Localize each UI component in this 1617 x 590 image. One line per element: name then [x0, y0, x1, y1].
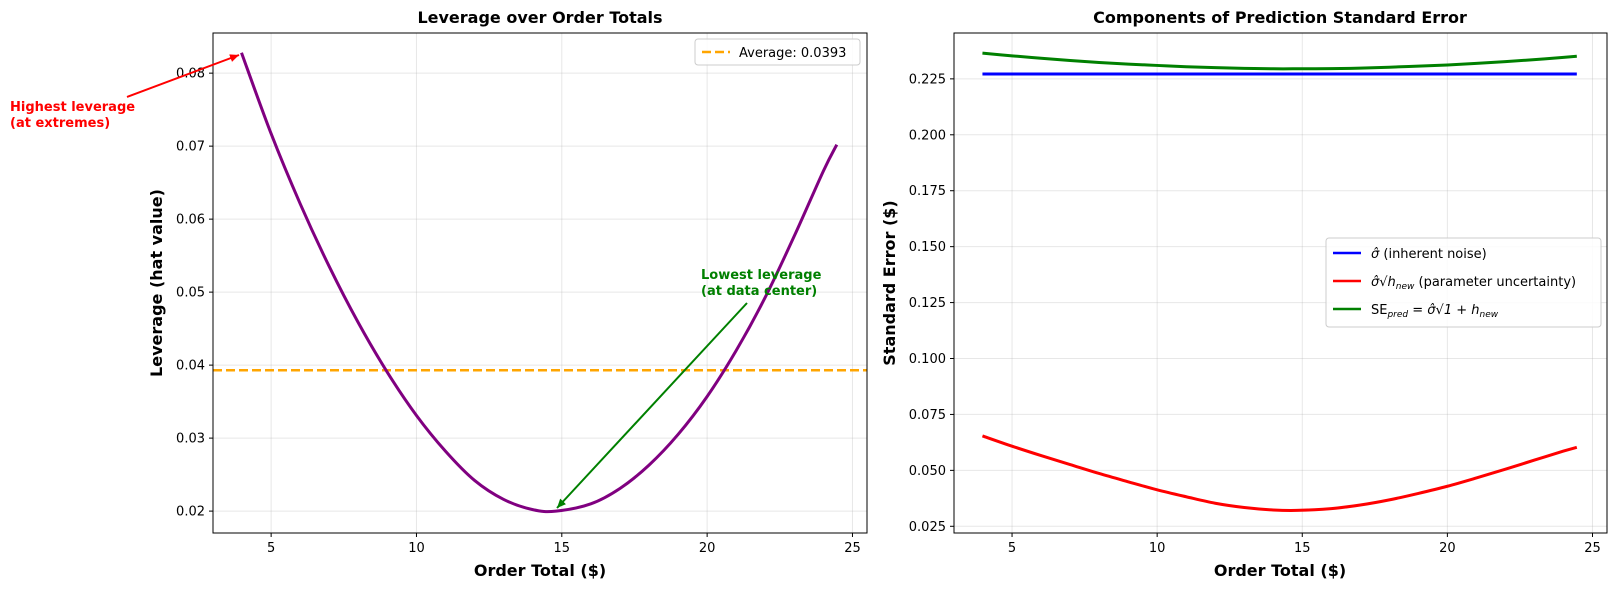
annotation-text-low-line1: Lowest leverage	[701, 268, 822, 283]
series-line-2	[982, 51, 1577, 71]
legend-symbol: SE	[1371, 303, 1387, 318]
y-tick-label: 0.200	[909, 128, 946, 143]
y-tick-label: 0.07	[176, 140, 205, 155]
x-tick-label: 5	[1008, 541, 1016, 556]
legend-text: (parameter uncertainty)	[1414, 275, 1576, 290]
y-tick-label: 0.050	[909, 464, 946, 479]
x-tick-label: 15	[1294, 541, 1311, 556]
y-axis-label: Leverage (hat value)	[147, 189, 166, 377]
legend-subscript: pred	[1386, 310, 1408, 320]
y-tick-label: 0.225	[909, 72, 946, 87]
legend-label-se-pred: SEpred = σ̂√1 + hnew	[1371, 303, 1499, 320]
series-line-1	[981, 434, 1578, 512]
y-tick-label: 0.175	[909, 184, 946, 199]
y-tick-label: 0.150	[909, 240, 946, 255]
x-axis-label: Order Total ($)	[474, 561, 606, 580]
x-tick-label: 5	[267, 541, 275, 556]
chart-title: Components of Prediction Standard Error	[1093, 8, 1467, 27]
y-tick-label: 0.100	[909, 352, 946, 367]
series-group	[240, 52, 839, 514]
annotation-text-low-line2: (at data center)	[701, 284, 817, 299]
x-tick-label: 10	[1149, 541, 1166, 556]
x-tick-label: 25	[1584, 541, 1601, 556]
x-tick-label: 20	[699, 541, 716, 556]
legend-label-average: Average: 0.0393	[739, 46, 846, 61]
x-tick-label: 20	[1439, 541, 1456, 556]
legend-label-noise: σ̂ (inherent noise)	[1371, 247, 1487, 262]
y-tick-label: 0.05	[176, 286, 205, 301]
legend: Average: 0.0393	[694, 38, 861, 66]
series-group	[981, 51, 1578, 512]
y-tick-label: 0.03	[176, 432, 205, 447]
legend-subscript-2: new	[1480, 310, 1499, 320]
x-tick-label: 25	[844, 541, 861, 556]
y-tick-label: 0.125	[909, 296, 946, 311]
legend-subscript: new	[1396, 282, 1415, 292]
y-tick-label: 0.04	[176, 359, 205, 374]
y-tick-label: 0.06	[176, 213, 205, 228]
x-axis-label: Order Total ($)	[1214, 561, 1346, 580]
y-tick-label: 0.025	[909, 520, 946, 535]
y-axis-label: Standard Error ($)	[880, 200, 899, 365]
legend: σ̂ (inherent noise) σ̂√hnew (parameter u…	[1325, 237, 1602, 328]
series-line-0	[240, 52, 839, 514]
plot-frame	[953, 32, 1608, 534]
plot-area	[213, 33, 867, 533]
chart-title: Leverage over Order Totals	[417, 8, 662, 27]
legend-text: (inherent noise)	[1379, 247, 1486, 262]
x-tick-label: 10	[408, 541, 425, 556]
ticks: 5 10 15 20 25 0.025 0.050 0.075 0.100 0.125 0.150 0…	[909, 72, 1601, 556]
legend-box	[694, 38, 861, 66]
plot-frame	[212, 32, 868, 534]
grid	[954, 33, 1607, 533]
legend-text: = σ̂√1 + h	[1408, 303, 1479, 318]
legend-symbol: σ̂√h	[1371, 275, 1396, 290]
annotation-arrow-high	[126, 54, 240, 98]
annotation-arrow-low	[556, 302, 748, 509]
standard-error-chart: 5 10 15 20 25 0.025 0.050 0.075 0.100 0.125 0.150 0…	[880, 8, 1608, 580]
annotation-lowest-leverage: Lowest leverage (at data center)	[556, 268, 822, 509]
legend-box	[1325, 237, 1602, 328]
y-tick-label: 0.075	[909, 408, 946, 423]
annotation-highest-leverage: Highest leverage (at extremes)	[10, 54, 240, 131]
x-tick-label: 15	[554, 541, 571, 556]
legend-symbol: σ̂	[1371, 247, 1380, 262]
annotation-text-high-line1: Highest leverage	[10, 100, 135, 115]
y-tick-label: 0.02	[176, 505, 205, 520]
annotation-text-high-line2: (at extremes)	[10, 116, 110, 131]
legend-label-parameter: σ̂√hnew (parameter uncertainty)	[1371, 275, 1576, 292]
